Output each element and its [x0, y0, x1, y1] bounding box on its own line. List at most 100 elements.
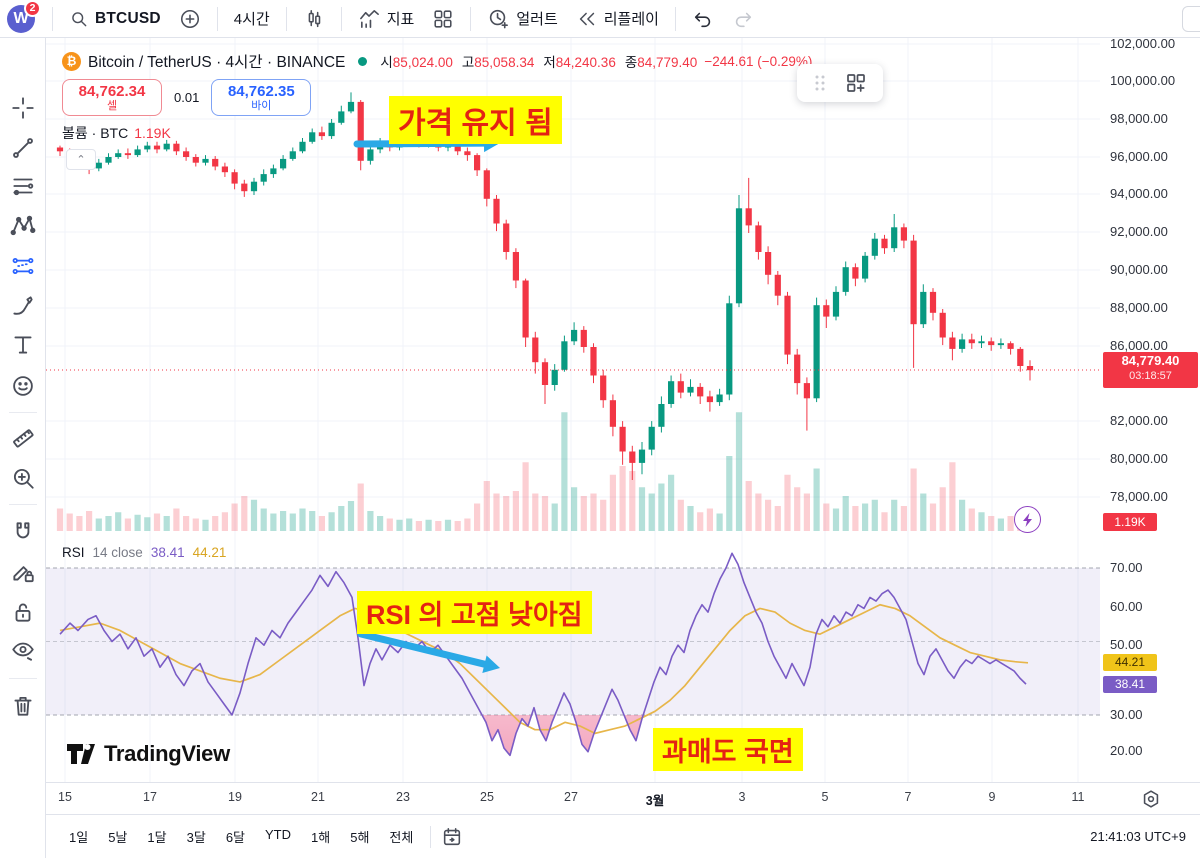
undo-icon: [694, 12, 711, 27]
current-price-tag: 84,779.40 03:18:57: [1103, 352, 1198, 388]
time-tick[interactable]: 15: [58, 790, 72, 804]
time-tick[interactable]: 3월: [645, 794, 665, 808]
indicators-label: 지표: [386, 11, 415, 28]
time-tick[interactable]: 17: [143, 790, 157, 804]
symbol-search-button[interactable]: BTCUSD: [60, 4, 170, 34]
time-tick[interactable]: 27: [564, 790, 578, 804]
alert-button[interactable]: 얼러트: [478, 4, 566, 34]
indicators-button[interactable]: 지표: [349, 4, 424, 34]
range-button-3달[interactable]: 3달: [186, 830, 206, 845]
sell-button[interactable]: 84,762.34 셀: [62, 79, 162, 116]
magnet-icon: [16, 522, 30, 539]
time-tick[interactable]: 9: [988, 790, 996, 804]
annotation-price-hold[interactable]: 가격 유지 됨: [389, 96, 562, 144]
instant-trading-button[interactable]: [1014, 506, 1041, 533]
fib-retracement-tool[interactable]: [7, 170, 39, 202]
avatar[interactable]: W: [7, 4, 35, 33]
grid-layout-icon: [434, 9, 452, 28]
divider: [430, 825, 432, 848]
compare-add-button[interactable]: [170, 4, 210, 34]
divider: [9, 504, 37, 505]
time-tick[interactable]: 3: [738, 790, 746, 804]
layout-templates-button[interactable]: [423, 4, 463, 34]
rsi-legend[interactable]: RSI 14 close 38.41 44.21: [62, 545, 226, 560]
chart-legend[interactable]: ₿ Bitcoin / TetherUS · 4시간 · BINANCE 시85…: [62, 50, 812, 72]
time-tick[interactable]: 11: [1071, 790, 1085, 804]
rsi-title: RSI: [62, 545, 85, 560]
time-tick[interactable]: 25: [480, 790, 494, 804]
time-tick[interactable]: 23: [396, 790, 410, 804]
long-position-icon: [12, 257, 34, 275]
hide-drawings-tool[interactable]: [7, 634, 39, 666]
fullscreen-button[interactable]: [1182, 6, 1200, 32]
tradingview-logo-text: TradingView: [104, 741, 230, 766]
range-button-1일[interactable]: 1일: [69, 830, 89, 845]
interval-button[interactable]: 4시간: [225, 4, 279, 34]
time-tick[interactable]: 19: [228, 790, 242, 804]
time-tick[interactable]: 5: [821, 790, 829, 804]
range-button-1해[interactable]: 1해: [311, 830, 331, 845]
buy-button[interactable]: 84,762.35 바이: [211, 79, 312, 116]
spread-value: 0.01: [174, 90, 200, 105]
divider: [9, 412, 37, 413]
text-tool[interactable]: [7, 329, 39, 361]
time-axis[interactable]: 15 17 19 21 23 25 27 3월 3 5 7 9 11: [0, 782, 1200, 814]
time-tick[interactable]: 7: [904, 790, 912, 804]
buy-label: 바이: [251, 100, 272, 112]
interval-label: 4시간: [233, 11, 270, 28]
drawing-mode-lock-tool[interactable]: [7, 556, 39, 588]
remove-drawings-tool[interactable]: [7, 690, 39, 722]
tradingview-watermark[interactable]: TradingView: [66, 741, 230, 767]
search-icon: [72, 11, 87, 26]
pair-title[interactable]: Bitcoin / TetherUS · 4시간 · BINANCE: [88, 54, 346, 71]
tradingview-logo-icon: [67, 744, 95, 764]
range-button-6달[interactable]: 6달: [225, 830, 246, 845]
replay-button[interactable]: 리플레이: [567, 4, 668, 34]
undo-button[interactable]: [683, 4, 723, 34]
range-button-5해[interactable]: 5해: [350, 830, 370, 845]
market-status-dot: [358, 56, 368, 66]
brush-tool[interactable]: [7, 290, 39, 322]
position-tool-active[interactable]: [7, 250, 39, 282]
eye-icon: [12, 642, 34, 661]
timezone-settings-button[interactable]: [1140, 788, 1162, 815]
ruler-tool[interactable]: [7, 422, 39, 454]
tag-price: 84,779.40: [1121, 353, 1180, 368]
redo-button[interactable]: [723, 4, 763, 34]
lock-all-drawings-tool[interactable]: [7, 596, 39, 628]
clock-timezone[interactable]: 21:41:03 UTC+9: [1090, 829, 1186, 844]
user-avatar[interactable]: W 2: [7, 0, 41, 33]
magnet-mode-tool[interactable]: [7, 516, 39, 548]
divider: [216, 6, 218, 31]
tag-countdown: 03:18:57: [1129, 370, 1172, 382]
replay-rewind-icon: [579, 12, 594, 25]
time-tick[interactable]: 21: [311, 790, 325, 804]
annotation-rsi-lower-high[interactable]: RSI 의 고점 낮아짐: [357, 591, 592, 634]
drag-handle-icon[interactable]: [812, 72, 828, 94]
add-widget-icon[interactable]: [844, 71, 868, 95]
volume-legend[interactable]: 볼륨 · BTC 1.19K: [62, 123, 171, 143]
zoom-in-tool[interactable]: [7, 462, 39, 494]
range-button-YTD[interactable]: YTD: [265, 827, 292, 842]
brush-icon: [13, 296, 33, 315]
floating-widget[interactable]: [797, 64, 883, 102]
crosshair-tool[interactable]: [7, 92, 39, 124]
collapse-legend-button[interactable]: ⌃: [66, 149, 96, 170]
trade-panel: 84,762.34 셀 0.01 84,762.35 바이: [62, 79, 312, 116]
pattern-xabcd-tool[interactable]: [7, 210, 39, 242]
rsi-tick: 30.00: [1110, 707, 1143, 722]
emoji-tool[interactable]: [7, 370, 39, 402]
range-button-전체[interactable]: 전체: [389, 830, 414, 845]
ohlc-value: 84,240.36: [555, 55, 616, 70]
rsi-main-value: 38.41: [150, 545, 185, 560]
rsi-main-tag: 38.41: [1103, 676, 1157, 693]
go-to-date-icon[interactable]: [441, 826, 463, 848]
chart-style-button[interactable]: [294, 4, 334, 34]
trendline-tool[interactable]: [7, 132, 39, 164]
rsi-tick: 70.00: [1110, 560, 1143, 575]
rsi-params: 14 close: [92, 545, 143, 560]
annotation-oversold[interactable]: 과매도 국면: [653, 728, 803, 771]
range-button-5날[interactable]: 5날: [108, 830, 128, 845]
range-button-1달[interactable]: 1달: [147, 830, 167, 845]
